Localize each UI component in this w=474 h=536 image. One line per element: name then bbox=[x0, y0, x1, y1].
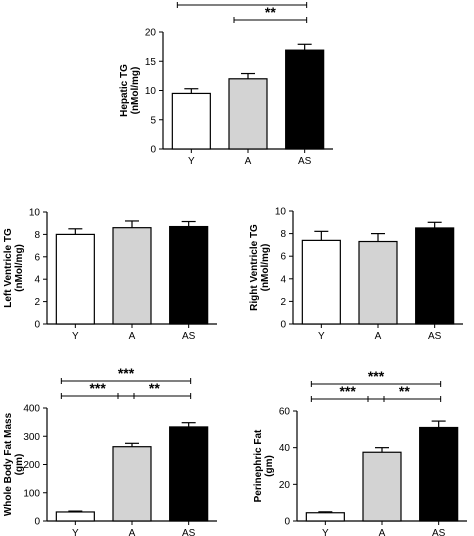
bar-AS bbox=[285, 49, 325, 150]
y-tick-label: 0 bbox=[280, 320, 286, 331]
y-tick-label: 400 bbox=[23, 404, 40, 415]
x-tick-label: Y bbox=[188, 156, 195, 167]
significance-label: *** bbox=[339, 383, 356, 399]
y-tick-label: 0 bbox=[284, 517, 290, 528]
chart-panel-3: 0 100 200 300 400 Whole Body Fat Mass (gm) Y A AS… bbox=[3, 365, 217, 536]
y-axis-title: (nMol/mg) bbox=[14, 244, 25, 292]
y-tick-label: 8 bbox=[34, 230, 40, 241]
y-axis-title: (nMol/mg) bbox=[260, 244, 271, 292]
x-tick-label: AS bbox=[428, 331, 442, 342]
x-tick-label: AS bbox=[298, 156, 312, 167]
y-tick-label: 6 bbox=[280, 252, 286, 263]
y-axis-title: Perinephric Fat bbox=[253, 429, 264, 502]
y-tick-label: 10 bbox=[29, 208, 41, 219]
y-tick-label: 0 bbox=[34, 517, 40, 528]
bar-Y bbox=[305, 512, 345, 522]
y-tick-label: 4 bbox=[34, 275, 40, 286]
y-tick-label: 4 bbox=[280, 274, 286, 285]
y-axis-title: (gm) bbox=[14, 454, 25, 476]
y-axis-title: (gm) bbox=[264, 455, 275, 477]
bar-Y bbox=[55, 233, 95, 325]
y-tick-label: 2 bbox=[34, 297, 40, 308]
significance-label: ** bbox=[149, 380, 160, 396]
y-tick-label: 10 bbox=[275, 207, 287, 218]
y-axis-title: Right Ventricle TG bbox=[249, 224, 260, 311]
y-tick-label: 20 bbox=[145, 28, 157, 39]
y-tick-label: 10 bbox=[145, 86, 157, 97]
x-tick-label: A bbox=[129, 331, 136, 342]
y-tick-label: 0 bbox=[34, 320, 40, 331]
y-axis-title: Whole Body Fat Mass bbox=[3, 412, 14, 516]
x-tick-label: Y bbox=[322, 528, 329, 536]
y-tick-label: 2 bbox=[280, 297, 286, 308]
bar-Y bbox=[171, 92, 211, 150]
chart-panel-1: 0 2 4 6 8 10 Left Ventricle TG (nMol/mg) Y A AS bbox=[3, 208, 217, 342]
y-tick-label: 300 bbox=[23, 432, 40, 443]
x-tick-label: AS bbox=[432, 528, 446, 536]
y-tick-label: 40 bbox=[279, 443, 291, 454]
chart-panel-2: 0 2 4 6 8 10 Right Ventricle TG (nMol/mg) Y A AS bbox=[249, 207, 463, 342]
x-tick-label: AS bbox=[182, 528, 196, 536]
bar-A bbox=[362, 451, 402, 522]
x-tick-label: A bbox=[245, 156, 252, 167]
significance-label: *** bbox=[368, 368, 385, 384]
y-axis-title: Left Ventricle TG bbox=[3, 228, 14, 308]
y-tick-label: 6 bbox=[34, 252, 40, 263]
y-tick-label: 60 bbox=[279, 407, 291, 418]
y-tick-label: 100 bbox=[23, 488, 40, 499]
x-tick-label: A bbox=[379, 528, 386, 536]
x-tick-label: A bbox=[129, 528, 136, 536]
x-tick-label: Y bbox=[72, 331, 79, 342]
y-tick-label: 5 bbox=[150, 115, 156, 126]
bar-Y bbox=[55, 511, 95, 522]
y-tick-label: 200 bbox=[23, 460, 40, 471]
bar-AS bbox=[169, 225, 209, 325]
x-tick-label: Y bbox=[318, 331, 325, 342]
x-tick-label: AS bbox=[182, 331, 196, 342]
y-tick-label: 0 bbox=[150, 145, 156, 156]
significance-label: ** bbox=[265, 4, 276, 20]
significance-label: ** bbox=[399, 383, 410, 399]
bar-AS bbox=[169, 426, 209, 522]
bar-A bbox=[358, 240, 398, 325]
bar-AS bbox=[415, 227, 455, 325]
bar-A bbox=[112, 446, 152, 522]
x-tick-label: A bbox=[375, 331, 382, 342]
bar-A bbox=[228, 78, 268, 150]
significance-label: *** bbox=[234, 0, 251, 5]
bar-Y bbox=[301, 239, 341, 325]
significance-label: *** bbox=[89, 380, 106, 396]
y-tick-label: 15 bbox=[145, 57, 157, 68]
significance-label: *** bbox=[118, 365, 135, 381]
y-axis-title: Hepatic TG bbox=[119, 64, 130, 117]
x-tick-label: Y bbox=[72, 528, 79, 536]
bar-A bbox=[112, 227, 152, 325]
y-tick-label: 20 bbox=[279, 480, 291, 491]
bar-AS bbox=[419, 426, 459, 522]
y-axis-title: (nMol/mg) bbox=[130, 67, 141, 115]
y-tick-label: 8 bbox=[280, 229, 286, 240]
